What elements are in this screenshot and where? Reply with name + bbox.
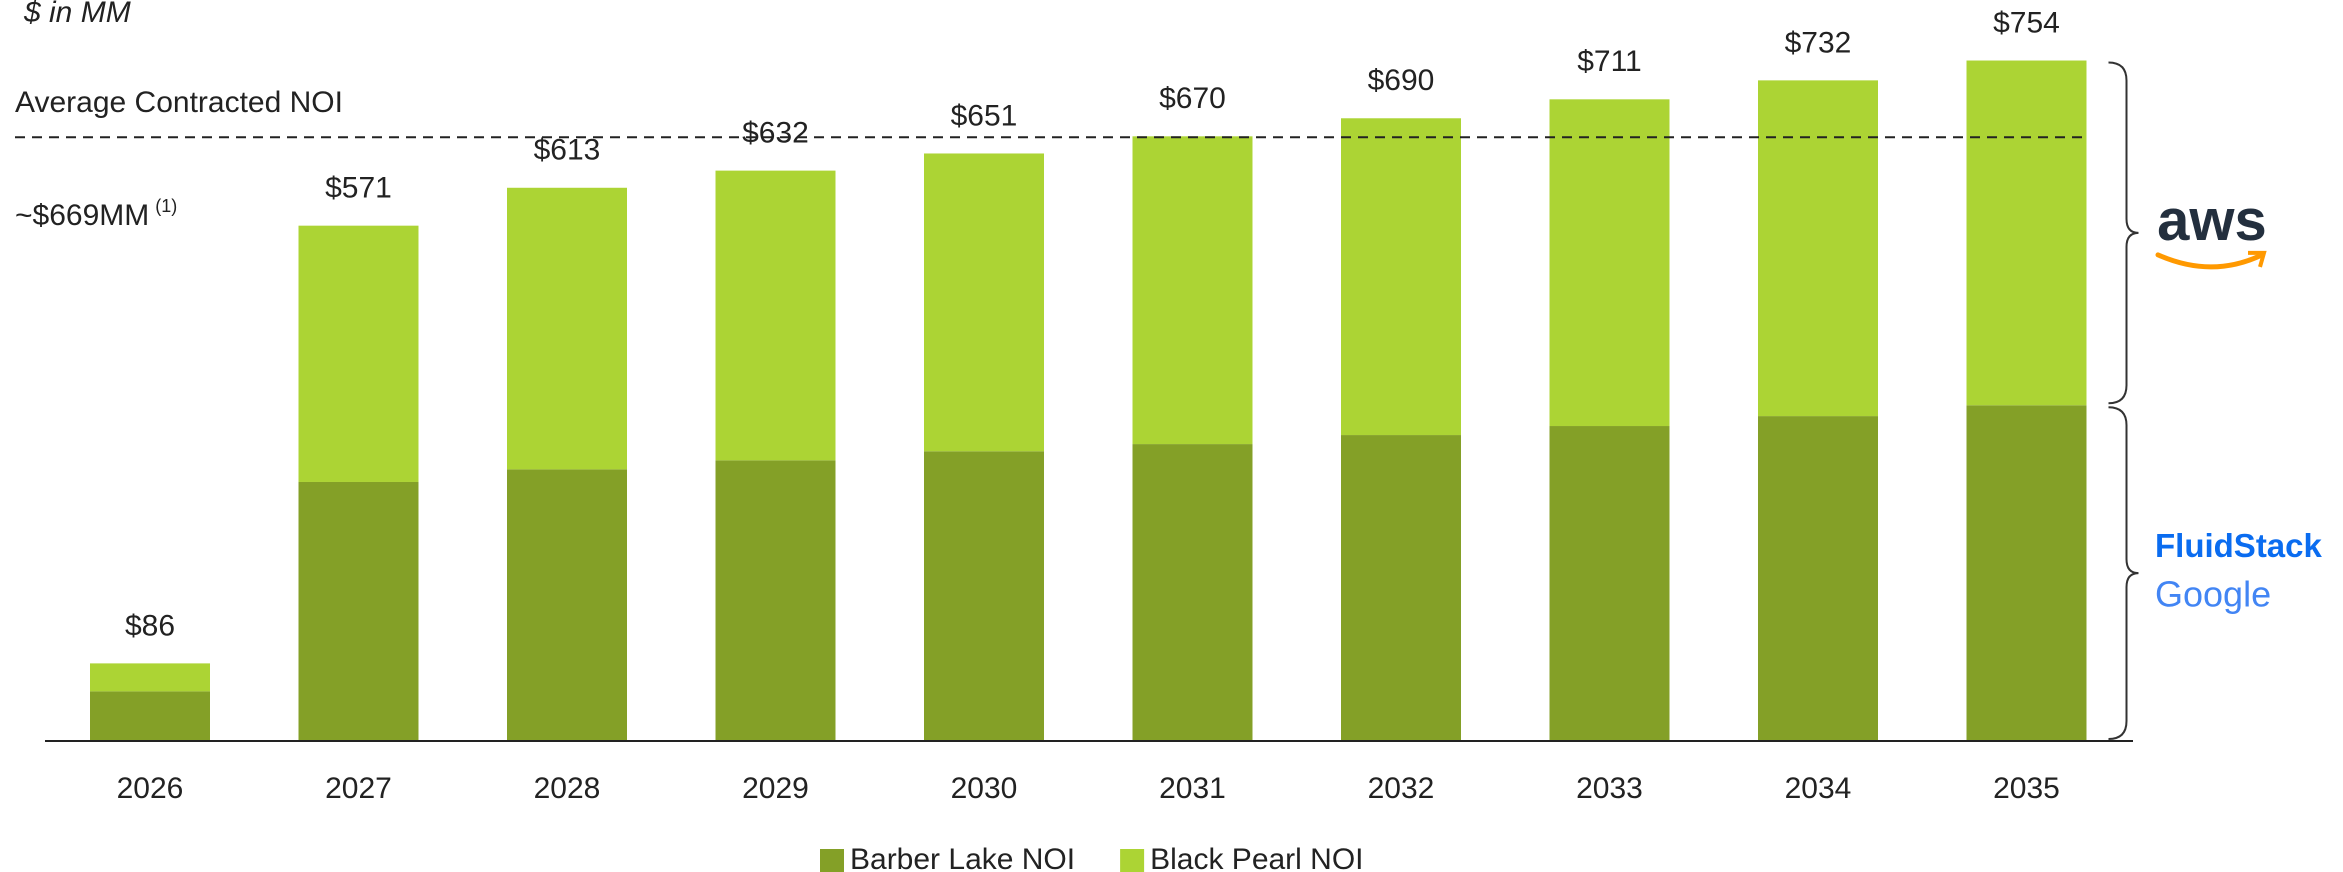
total-label: $690 (1368, 64, 1435, 97)
bar-segment (1549, 426, 1670, 741)
subtitle: $ in MM (23, 0, 131, 29)
bracket (2108, 406, 2139, 740)
bar-segment (507, 187, 627, 470)
reference-note: (1) (155, 196, 177, 216)
bar-segment (1132, 136, 1253, 445)
bar-segment (90, 663, 210, 692)
total-label: $711 (1577, 45, 1642, 78)
x-tick-label: 2031 (1159, 772, 1226, 805)
x-tick-label: 2026 (117, 772, 184, 805)
legend-swatch (820, 849, 844, 872)
bar-segment (1758, 80, 1878, 417)
total-label: $613 (534, 134, 601, 167)
total-label: $651 (951, 99, 1018, 132)
bar-segment (298, 481, 419, 741)
bar-segment (924, 451, 1044, 741)
total-label: $86 (125, 609, 175, 642)
x-tick-label: 2028 (534, 772, 601, 805)
bar-segment (1758, 416, 1878, 741)
x-tick-label: 2030 (951, 772, 1018, 805)
x-tick-label: 2033 (1576, 772, 1643, 805)
aws-logo: aws (2157, 188, 2267, 253)
bar-segment (715, 170, 836, 461)
x-tick-label: 2035 (1993, 772, 2060, 805)
bar-segment (1966, 60, 2087, 406)
legend-swatch (1120, 849, 1145, 872)
legend-label: Black Pearl NOI (1150, 843, 1363, 872)
aws-arrow (2248, 250, 2267, 268)
bar-segment (298, 225, 419, 482)
x-tick-label: 2034 (1785, 772, 1852, 805)
fluidstack-logo: FluidStack (2155, 527, 2323, 564)
bar-segment (507, 469, 627, 741)
bar-segment (1966, 405, 2087, 741)
total-label: $632 (742, 117, 809, 150)
x-tick-label: 2032 (1368, 772, 1435, 805)
bar-segment (1341, 118, 1461, 436)
google-logo: Google (2155, 574, 2271, 615)
total-label: $670 (1159, 82, 1226, 115)
reference-label: Average Contracted NOI (15, 86, 343, 119)
x-tick-label: 2029 (742, 772, 809, 805)
bar-segment (1549, 99, 1670, 427)
bar-segment (924, 153, 1044, 452)
total-label: $754 (1993, 6, 2060, 39)
aws-smile (2155, 252, 2265, 270)
legend-label: Barber Lake NOI (850, 843, 1075, 872)
bar-segment (1341, 435, 1461, 741)
bracket (2108, 61, 2139, 405)
reference-sublabel: ~$669MM (15, 199, 149, 232)
bar-segment (1132, 444, 1253, 741)
x-tick-label: 2027 (325, 772, 392, 805)
bar-segment (715, 460, 836, 741)
total-label: $732 (1785, 26, 1852, 59)
bar-segment (90, 691, 210, 741)
total-label: $571 (325, 172, 392, 205)
